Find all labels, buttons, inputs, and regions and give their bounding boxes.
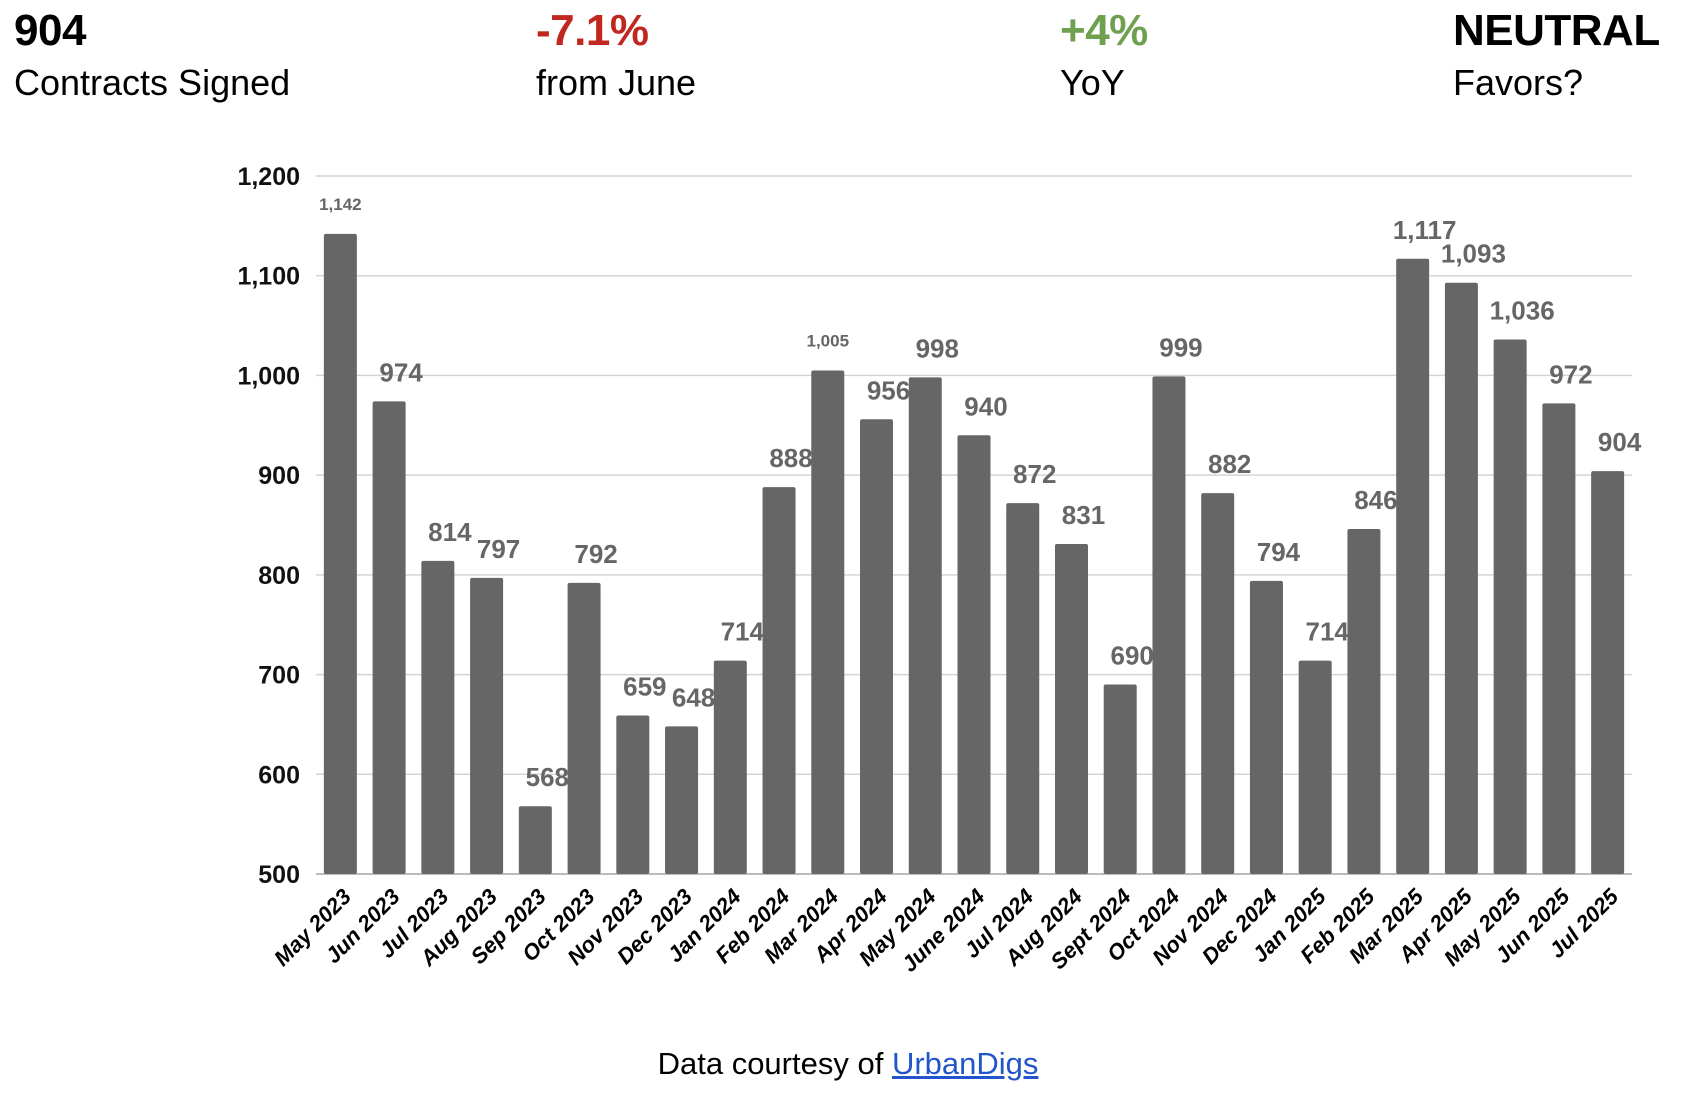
bar (665, 726, 699, 874)
kpi-market-favor: NEUTRAL Favors? (1453, 4, 1660, 108)
kpi-value: -7.1% (536, 6, 649, 55)
data-label: 1,093 (1441, 239, 1506, 269)
data-label: 972 (1549, 359, 1592, 389)
kpi-value: +4% (1060, 6, 1148, 55)
bar (421, 560, 455, 874)
bar (908, 377, 942, 874)
bar (1201, 493, 1235, 874)
bar (860, 419, 894, 874)
footer-credit: Data courtesy of UrbanDigs (0, 1046, 1696, 1082)
bar (713, 660, 747, 874)
y-tick-label: 1,000 (237, 362, 300, 390)
data-label: 814 (428, 517, 472, 547)
data-label: 690 (1111, 641, 1154, 671)
bar (323, 233, 357, 874)
bar (1542, 403, 1576, 874)
bar (1006, 503, 1040, 874)
bar (1591, 471, 1625, 874)
bar (470, 577, 504, 874)
data-label: 872 (1013, 459, 1056, 489)
data-label: 888 (769, 443, 812, 473)
y-tick-label: 800 (258, 562, 300, 590)
kpi-label: Contracts Signed (14, 62, 291, 103)
bar (1249, 580, 1283, 874)
data-label: 882 (1208, 449, 1251, 479)
bar (1396, 258, 1430, 875)
data-label: 648 (672, 682, 715, 712)
data-label: 998 (916, 333, 959, 363)
data-label: 568 (526, 762, 569, 792)
bar (1054, 543, 1088, 874)
data-label: 659 (623, 671, 666, 701)
bar (1444, 282, 1478, 874)
data-label: 956 (867, 375, 910, 405)
y-tick-label: 1,200 (237, 163, 300, 191)
kpi-value: 904 (14, 6, 86, 55)
bar (811, 370, 845, 874)
bar (1493, 339, 1527, 874)
bar (957, 435, 991, 874)
data-label: 797 (477, 534, 520, 564)
data-label: 904 (1598, 427, 1642, 457)
bar (762, 487, 796, 874)
data-label: 1,005 (807, 331, 850, 350)
kpi-yoy-change: +4% YoY (1060, 4, 1148, 108)
footer-text: Data courtesy of (657, 1046, 892, 1081)
data-label: 846 (1354, 485, 1397, 515)
kpi-label: from June (536, 62, 697, 103)
kpi-label: Favors? (1453, 62, 1584, 103)
bar (1298, 660, 1332, 874)
kpi-label: YoY (1060, 62, 1125, 103)
data-label: 831 (1062, 500, 1105, 530)
kpi-value: NEUTRAL (1453, 6, 1660, 55)
bar (567, 582, 601, 874)
bar (1152, 376, 1186, 874)
kpi-contracts: 904 Contracts Signed (14, 4, 290, 108)
data-label: 794 (1257, 537, 1301, 567)
data-label: 974 (379, 357, 423, 387)
y-tick-label: 900 (258, 462, 300, 490)
data-label: 999 (1159, 332, 1202, 362)
bar (518, 806, 552, 874)
urbandigs-link[interactable]: UrbanDigs (891, 1046, 1039, 1081)
data-label: 1,142 (319, 195, 362, 214)
bar (1103, 684, 1137, 874)
y-tick-label: 500 (258, 861, 300, 889)
bar (616, 715, 650, 874)
data-label: 940 (964, 391, 1007, 421)
y-tick-label: 600 (258, 761, 300, 789)
y-tick-label: 700 (258, 662, 300, 690)
kpi-mom-change: -7.1% from June (536, 4, 696, 108)
bar (372, 401, 406, 874)
data-label: 792 (574, 539, 617, 569)
bar (1347, 528, 1381, 874)
data-label: 1,036 (1490, 296, 1555, 326)
data-label: 714 (721, 617, 765, 647)
data-label: 1,117 (1393, 215, 1457, 245)
data-label: 714 (1305, 617, 1349, 647)
y-tick-label: 1,100 (237, 263, 300, 291)
